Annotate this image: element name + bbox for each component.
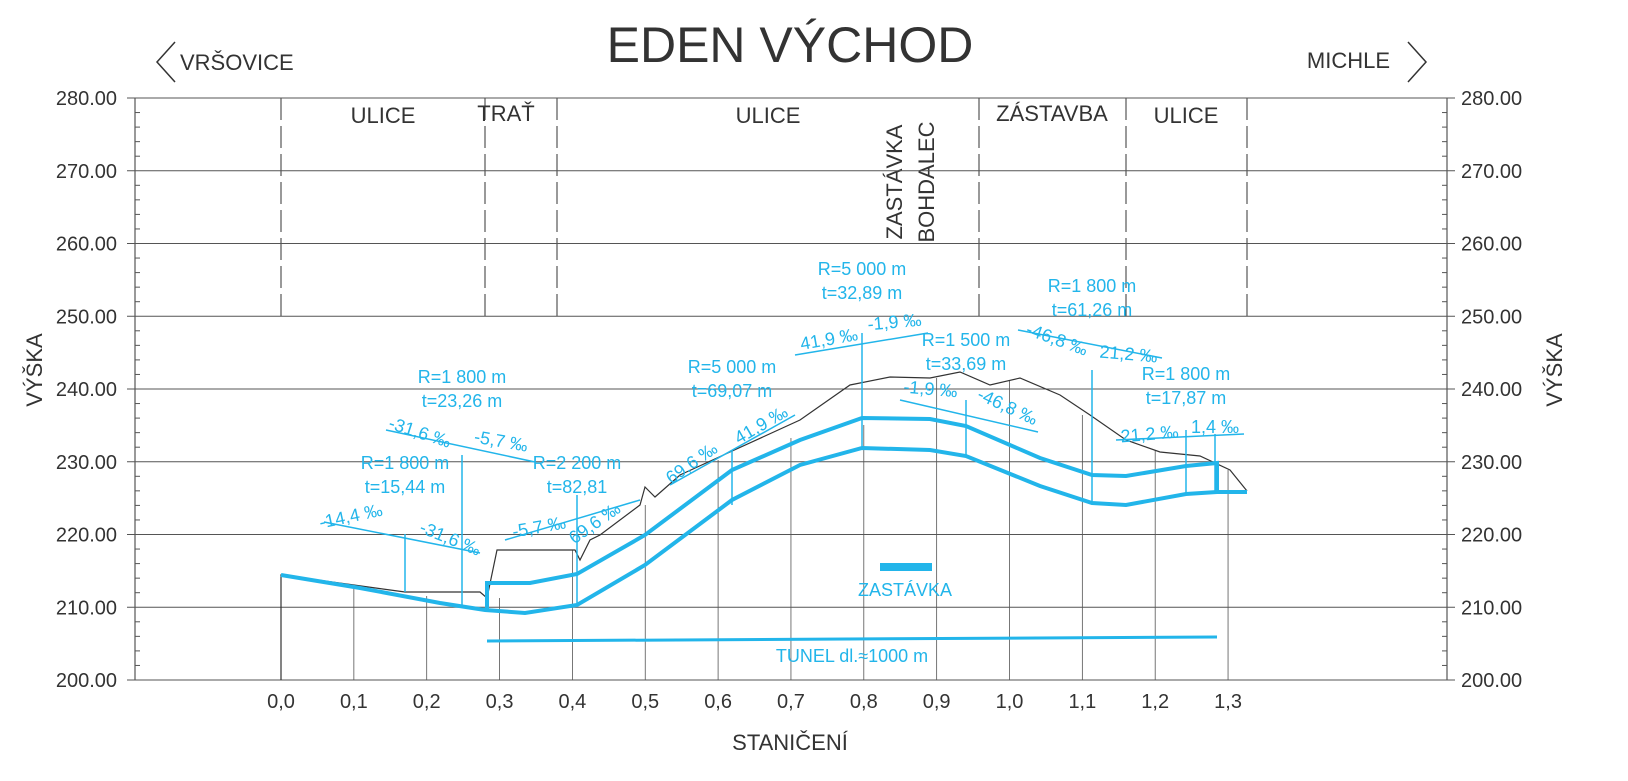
grade-label: -1,9 ‰ <box>903 377 959 402</box>
section-label: ULICE <box>736 103 801 128</box>
grade-label: -46,8 ‰ <box>1024 319 1091 360</box>
x-tick-label: 0,0 <box>267 691 295 713</box>
y-tick-label: 200.00 <box>56 670 117 692</box>
curve-radius: R=5 000 m <box>688 357 777 377</box>
grade-label: 69,6 ‰ <box>662 438 721 488</box>
grade-label: -46,8 ‰ <box>974 384 1040 429</box>
tunnel <box>486 635 1218 643</box>
x-tick-label: 1,2 <box>1141 691 1169 713</box>
tunnel-label: TUNEL dl.≈1000 m <box>776 646 928 666</box>
y-tick-label-right: 260.00 <box>1461 234 1522 256</box>
y-tick-label-right: 220.00 <box>1461 525 1522 547</box>
grade-label: -5,7 ‰ <box>511 513 568 542</box>
curve-markers <box>323 329 1245 608</box>
arrow-left <box>155 41 176 83</box>
stop-name: BOHDALEC <box>914 121 939 242</box>
section-label: TRAŤ <box>477 101 534 126</box>
station-left: VRŠOVICE <box>180 50 294 75</box>
curve-tangent: t=33,69 m <box>926 354 1007 374</box>
y-tick-label-right: 230.00 <box>1461 452 1522 474</box>
stop-label: ZASTÁVKA <box>858 580 952 600</box>
x-tick-label: 0,3 <box>486 691 514 713</box>
curve-annotations: R=1 800 mt=15,44 m-14,4 ‰-31,6 ‰R=1 800 … <box>317 259 1239 560</box>
y-tick-label: 270.00 <box>56 161 117 183</box>
y-tick-label: 240.00 <box>56 379 117 401</box>
grade-label: -1,9 ‰ <box>867 310 923 335</box>
section-dividers <box>280 98 1248 316</box>
y-tick-label-right: 250.00 <box>1461 306 1522 328</box>
y-tick-label: 260.00 <box>56 234 117 256</box>
y-axis-label-right: VÝŠKA <box>1542 333 1567 407</box>
y-tick-label: 220.00 <box>56 525 117 547</box>
curve-tangent: t=61,26 m <box>1052 300 1133 320</box>
curve-tangent: t=17,87 m <box>1146 388 1227 408</box>
x-tick-label: 0,1 <box>340 691 368 713</box>
stop-platform <box>880 563 932 571</box>
y-tick-label: 280.00 <box>56 88 117 110</box>
x-tick-label: 1,3 <box>1214 691 1242 713</box>
x-tick-label: 1,0 <box>996 691 1024 713</box>
x-tick-label: 0,5 <box>631 691 659 713</box>
curve-radius: R=1 800 m <box>1142 364 1231 384</box>
stop-name: ZASTÁVKA <box>882 124 907 239</box>
curve-radius: R=1 800 m <box>418 367 507 387</box>
curve-radius: R=2 200 m <box>533 453 622 473</box>
y-axis-label: VÝŠKA <box>22 333 47 407</box>
section-label: ULICE <box>1154 103 1219 128</box>
grade-label: -5,7 ‰ <box>473 427 530 456</box>
curve-tangent: t=32,89 m <box>822 283 903 303</box>
y-tick-label-right: 270.00 <box>1461 161 1522 183</box>
track-lower <box>280 445 1247 616</box>
section-label: ZÁSTAVBA <box>996 101 1108 126</box>
x-axis-label: STANIČENÍ <box>732 730 849 755</box>
curve-tangent: t=15,44 m <box>365 477 446 497</box>
title: EDEN VÝCHOD <box>607 17 974 73</box>
curve-radius: R=1 800 m <box>361 453 450 473</box>
grade-label: 1,4 ‰ <box>1191 417 1239 437</box>
x-tick-label: 1,1 <box>1068 691 1096 713</box>
y-tick-label: 230.00 <box>56 452 117 474</box>
y-tick-label-right: 200.00 <box>1461 670 1522 692</box>
x-tick-label: 0,2 <box>413 691 441 713</box>
y-tick-label: 250.00 <box>56 306 117 328</box>
grade-label: 41,9 ‰ <box>731 402 791 448</box>
y-tick-label-right: 240.00 <box>1461 379 1522 401</box>
curve-radius: R=5 000 m <box>818 259 907 279</box>
arrow-right <box>1407 41 1428 83</box>
curve-tangent: t=69,07 m <box>692 381 773 401</box>
x-tick-label: 0,8 <box>850 691 878 713</box>
curve-radius: R=1 800 m <box>1048 276 1137 296</box>
grade-label: -31,6 ‰ <box>417 517 484 560</box>
grade-label: 21,2 ‰ <box>1099 342 1159 367</box>
station-right: MICHLE <box>1307 48 1390 73</box>
grade-label: 21,2 ‰ <box>1120 422 1180 447</box>
curve-tangent: t=23,26 m <box>422 391 503 411</box>
curve-tangent: t=82,81 <box>547 477 608 497</box>
grade-label: -31,6 ‰ <box>386 413 453 452</box>
x-tick-label: 0,9 <box>923 691 951 713</box>
x-tick-label: 0,4 <box>558 691 586 713</box>
grid: 280.00 280.00 270.00 270.00 260.00 260.00 250.… <box>56 88 1522 713</box>
x-tick-label: 0,6 <box>704 691 732 713</box>
y-tick-label: 210.00 <box>56 597 117 619</box>
y-tick-label-right: 280.00 <box>1461 88 1522 110</box>
section-label: ULICE <box>351 103 416 128</box>
y-tick-label-right: 210.00 <box>1461 597 1522 619</box>
curve-radius: R=1 500 m <box>922 330 1011 350</box>
x-tick-label: 0,7 <box>777 691 805 713</box>
track-upper <box>485 415 1219 612</box>
